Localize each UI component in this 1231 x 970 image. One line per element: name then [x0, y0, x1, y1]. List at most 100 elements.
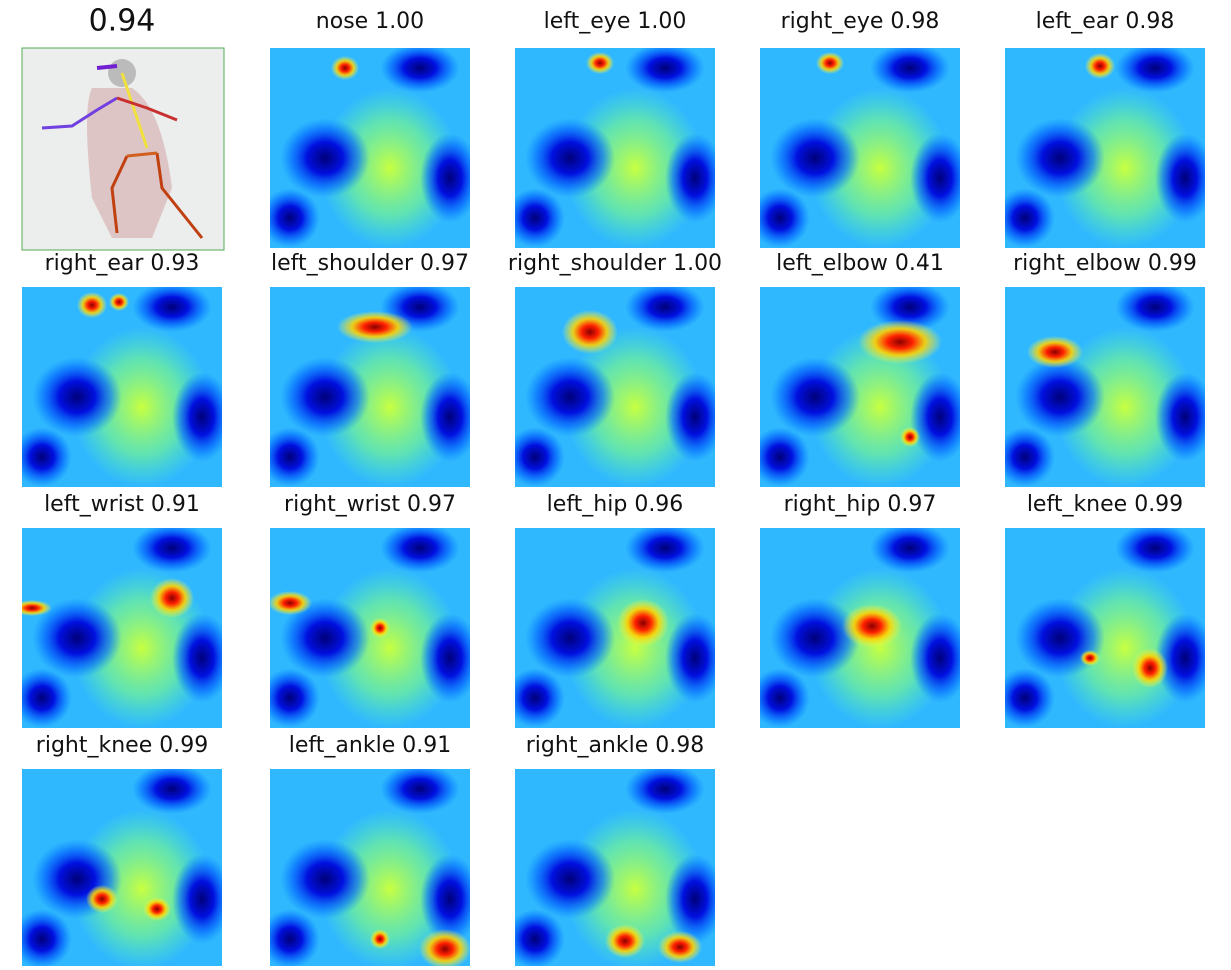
cold-region	[525, 598, 615, 678]
cold-region	[625, 523, 705, 573]
cold-region	[665, 854, 725, 944]
cold-region	[1015, 598, 1105, 678]
cold-region	[770, 598, 860, 678]
cold-region	[995, 188, 1055, 248]
hotspot	[816, 52, 844, 74]
hotspot	[370, 618, 390, 638]
cold-region	[420, 372, 480, 462]
cold-region	[12, 668, 72, 728]
hotspot	[842, 604, 902, 648]
panel-title: left_eye 1.00	[544, 9, 687, 34]
hotspot	[1085, 53, 1115, 79]
cold-region	[260, 668, 320, 728]
hotspot	[86, 885, 118, 913]
heatmap	[260, 43, 480, 248]
cold-region	[665, 372, 725, 462]
cold-region	[505, 188, 565, 248]
cold-region	[280, 118, 370, 198]
cold-region	[380, 43, 460, 93]
cold-region	[770, 118, 860, 198]
cold-region	[750, 188, 810, 248]
cold-region	[870, 43, 950, 93]
hotspot	[562, 310, 618, 354]
panel-title: left_shoulder 0.97	[271, 251, 469, 276]
cold-region	[172, 854, 232, 944]
cold-region	[420, 613, 480, 703]
panel-title: left_ear 0.98	[1036, 9, 1175, 34]
cold-region	[1015, 357, 1105, 437]
skier-thumbnail	[22, 48, 224, 250]
cold-region	[750, 668, 810, 728]
hotspot	[605, 924, 645, 958]
hotspot	[109, 293, 129, 311]
cold-region	[665, 133, 725, 223]
panel-title: right_elbow 0.99	[1013, 251, 1197, 276]
heatmap	[995, 282, 1215, 487]
hotspot	[143, 897, 171, 921]
cold-region	[1155, 372, 1215, 462]
heatmap	[750, 43, 970, 248]
panel-title: left_wrist 0.91	[44, 492, 200, 517]
cold-region	[132, 282, 212, 332]
heatmap	[260, 523, 480, 728]
cold-region	[420, 133, 480, 223]
cold-region	[910, 133, 970, 223]
cold-region	[525, 118, 615, 198]
cold-region	[32, 357, 122, 437]
cold-region	[1155, 133, 1215, 223]
panel-title: left_knee 0.99	[1027, 492, 1183, 517]
cold-region	[260, 427, 320, 487]
heatmap	[505, 523, 725, 728]
heatmap	[12, 523, 232, 728]
hotspot	[658, 931, 702, 963]
cold-region	[995, 427, 1055, 487]
cold-region	[380, 764, 460, 814]
cold-region	[505, 427, 565, 487]
hotspot	[370, 929, 390, 949]
heatmap	[12, 282, 232, 487]
heatmap	[750, 523, 970, 728]
cold-region	[172, 613, 232, 703]
heatmap	[505, 764, 725, 966]
panel-title: right_knee 0.99	[36, 733, 208, 758]
panel-title: right_wrist 0.97	[284, 492, 456, 517]
hotspot	[1080, 650, 1100, 666]
cold-region	[870, 523, 950, 573]
hotspot	[77, 292, 107, 318]
cold-region	[910, 613, 970, 703]
heatmap	[260, 282, 480, 487]
hotspot	[617, 599, 669, 647]
hotspot	[150, 578, 194, 618]
figure: 0.94 nose 1.00left_eye 1.00right_eye 0.9…	[0, 0, 1231, 966]
panel-title: right_ankle 0.98	[526, 733, 704, 758]
cold-region	[1015, 118, 1105, 198]
cold-region	[172, 372, 232, 462]
cold-region	[1115, 282, 1195, 332]
panel-title: left_elbow 0.41	[776, 251, 944, 276]
hotspot	[858, 320, 942, 364]
hotspot	[1132, 648, 1168, 688]
cold-region	[132, 764, 212, 814]
panel-title: left_hip 0.96	[547, 492, 684, 517]
cold-region	[280, 357, 370, 437]
hotspot	[331, 56, 359, 80]
cold-region	[625, 43, 705, 93]
heatmap	[505, 282, 725, 487]
heatmap	[505, 43, 725, 248]
hotspot	[268, 591, 312, 615]
panel-title: right_hip 0.97	[784, 492, 937, 517]
cold-region	[525, 357, 615, 437]
cold-region	[1115, 43, 1195, 93]
panel-title: right_shoulder 1.00	[508, 251, 722, 276]
hotspot	[337, 311, 413, 343]
overall-score: 0.94	[89, 4, 156, 39]
heatmap	[12, 764, 232, 966]
cold-region	[132, 523, 212, 573]
hotspot	[12, 600, 52, 616]
cold-region	[625, 282, 705, 332]
heatmap	[995, 43, 1215, 248]
heatmap	[260, 764, 480, 966]
cold-region	[12, 427, 72, 487]
panel-title: right_ear 0.93	[45, 251, 200, 276]
cold-region	[380, 523, 460, 573]
